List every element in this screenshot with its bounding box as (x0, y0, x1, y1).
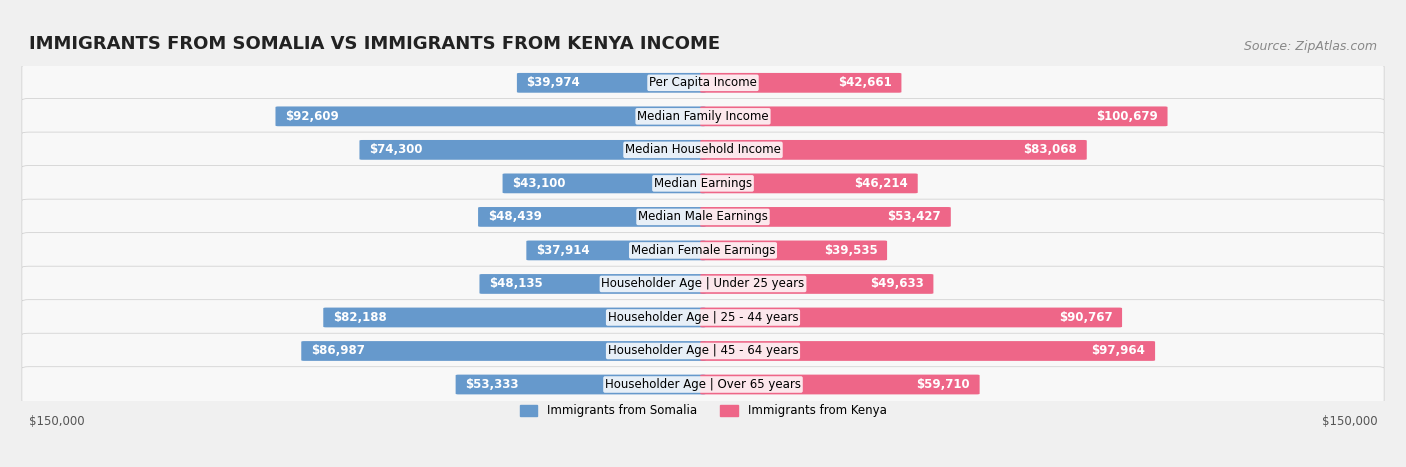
Text: $97,964: $97,964 (1091, 345, 1146, 357)
FancyBboxPatch shape (22, 300, 1384, 335)
Text: $39,974: $39,974 (526, 76, 581, 89)
Text: $48,135: $48,135 (489, 277, 543, 290)
FancyBboxPatch shape (22, 367, 1384, 402)
Text: Per Capita Income: Per Capita Income (650, 76, 756, 89)
FancyBboxPatch shape (526, 241, 706, 260)
FancyBboxPatch shape (22, 65, 1384, 100)
Text: $150,000: $150,000 (28, 415, 84, 428)
FancyBboxPatch shape (22, 199, 1384, 235)
Text: Median Family Income: Median Family Income (637, 110, 769, 123)
Text: $86,987: $86,987 (311, 345, 364, 357)
Text: $92,609: $92,609 (285, 110, 339, 123)
Text: Median Earnings: Median Earnings (654, 177, 752, 190)
FancyBboxPatch shape (700, 73, 901, 93)
Text: $150,000: $150,000 (1322, 415, 1378, 428)
Text: $48,439: $48,439 (488, 211, 541, 223)
FancyBboxPatch shape (22, 166, 1384, 201)
FancyBboxPatch shape (22, 333, 1384, 369)
Text: $49,633: $49,633 (870, 277, 924, 290)
FancyBboxPatch shape (22, 132, 1384, 168)
Text: $43,100: $43,100 (512, 177, 565, 190)
Text: $82,188: $82,188 (333, 311, 387, 324)
FancyBboxPatch shape (700, 140, 1087, 160)
Text: $37,914: $37,914 (536, 244, 589, 257)
Text: $59,710: $59,710 (917, 378, 970, 391)
FancyBboxPatch shape (502, 174, 706, 193)
Text: $90,767: $90,767 (1059, 311, 1112, 324)
FancyBboxPatch shape (700, 241, 887, 260)
FancyBboxPatch shape (301, 341, 706, 361)
FancyBboxPatch shape (22, 99, 1384, 134)
FancyBboxPatch shape (700, 207, 950, 227)
Text: $53,427: $53,427 (887, 211, 941, 223)
FancyBboxPatch shape (323, 308, 706, 327)
FancyBboxPatch shape (479, 274, 706, 294)
Text: Householder Age | Over 65 years: Householder Age | Over 65 years (605, 378, 801, 391)
FancyBboxPatch shape (456, 375, 706, 395)
FancyBboxPatch shape (700, 174, 918, 193)
Text: $74,300: $74,300 (370, 143, 423, 156)
FancyBboxPatch shape (700, 308, 1122, 327)
Text: Householder Age | 25 - 44 years: Householder Age | 25 - 44 years (607, 311, 799, 324)
FancyBboxPatch shape (700, 106, 1167, 126)
Text: IMMIGRANTS FROM SOMALIA VS IMMIGRANTS FROM KENYA INCOME: IMMIGRANTS FROM SOMALIA VS IMMIGRANTS FR… (28, 35, 720, 53)
FancyBboxPatch shape (700, 341, 1156, 361)
Text: Householder Age | 45 - 64 years: Householder Age | 45 - 64 years (607, 345, 799, 357)
FancyBboxPatch shape (700, 274, 934, 294)
Text: Median Male Earnings: Median Male Earnings (638, 211, 768, 223)
FancyBboxPatch shape (360, 140, 706, 160)
Text: Householder Age | Under 25 years: Householder Age | Under 25 years (602, 277, 804, 290)
Text: $83,068: $83,068 (1024, 143, 1077, 156)
FancyBboxPatch shape (276, 106, 706, 126)
Legend: Immigrants from Somalia, Immigrants from Kenya: Immigrants from Somalia, Immigrants from… (515, 400, 891, 422)
Text: Source: ZipAtlas.com: Source: ZipAtlas.com (1244, 40, 1378, 53)
FancyBboxPatch shape (22, 266, 1384, 302)
Text: $42,661: $42,661 (838, 76, 891, 89)
Text: $100,679: $100,679 (1097, 110, 1159, 123)
FancyBboxPatch shape (22, 233, 1384, 268)
FancyBboxPatch shape (700, 375, 980, 395)
Text: $53,333: $53,333 (465, 378, 519, 391)
Text: Median Female Earnings: Median Female Earnings (631, 244, 775, 257)
Text: $46,214: $46,214 (855, 177, 908, 190)
FancyBboxPatch shape (478, 207, 706, 227)
FancyBboxPatch shape (517, 73, 706, 93)
Text: $39,535: $39,535 (824, 244, 877, 257)
Text: Median Household Income: Median Household Income (626, 143, 780, 156)
